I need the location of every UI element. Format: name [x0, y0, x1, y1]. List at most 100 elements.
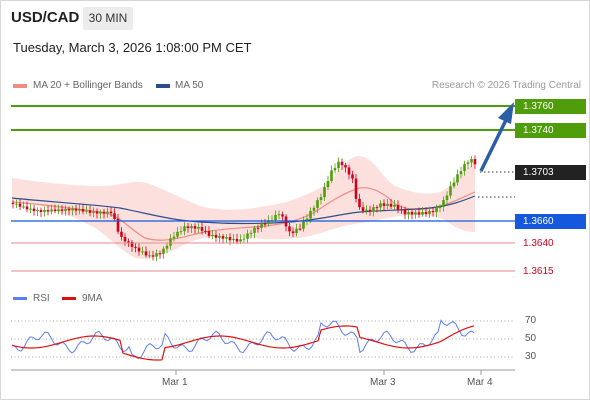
candle-body [319, 197, 323, 201]
candle-body [120, 231, 123, 237]
candle-body [379, 203, 382, 208]
candle-body [109, 211, 113, 214]
forecast-arrow-head [498, 102, 514, 124]
candle-body [333, 168, 337, 171]
candle-body [141, 251, 144, 253]
candle-body [456, 174, 459, 183]
candle-body [197, 226, 200, 229]
candle-body [452, 182, 456, 187]
candle-body [11, 203, 15, 204]
candle-body [249, 232, 253, 234]
timeframe-button[interactable]: 30 MIN [83, 7, 133, 30]
candle-body [431, 210, 435, 213]
candle-body [137, 247, 141, 252]
candle-body [403, 209, 407, 215]
candle-body [354, 178, 358, 199]
candle-body [60, 209, 64, 211]
candle-body [298, 228, 302, 230]
candle-body [99, 211, 102, 214]
candle-body [179, 231, 183, 233]
candle-body [253, 227, 256, 233]
candle-body [155, 253, 158, 257]
candle-body [18, 203, 22, 207]
candle-body [358, 198, 361, 208]
candle-body [50, 209, 53, 212]
s2-label: 1.3615 [523, 266, 554, 277]
candle-body [116, 218, 120, 232]
candle-body [183, 226, 186, 232]
x-label-mar3: Mar 3 [370, 377, 396, 388]
candle-body [295, 228, 298, 234]
rsi-legend: RSI [33, 293, 50, 304]
candle-body [113, 213, 116, 219]
candle-body [106, 211, 109, 214]
candle-body [263, 223, 267, 225]
candle-body [71, 208, 74, 211]
candle-body [463, 164, 466, 171]
rsi-70-label: 70 [525, 315, 537, 326]
candle-body [421, 212, 424, 215]
rsi-swatch [13, 297, 27, 300]
candle-body [375, 207, 379, 209]
candle-body [211, 234, 214, 236]
candle-body [127, 241, 130, 243]
candle-body [347, 167, 351, 175]
candle-body [277, 214, 281, 216]
candle-body [144, 251, 148, 256]
rsi-ma-legend: 9MA [82, 293, 103, 304]
candle-body [151, 255, 155, 257]
rsi-50-label: 50 [525, 333, 537, 344]
candle-body [176, 231, 179, 237]
candle-body [382, 203, 386, 206]
candle-body [396, 204, 400, 210]
candle-body [365, 209, 368, 211]
candle-body [337, 161, 340, 169]
candle-body [323, 187, 326, 198]
candle-body [228, 237, 232, 241]
candle-body [312, 207, 316, 211]
candle-body [64, 208, 67, 211]
candle-body [361, 207, 365, 211]
candle-body [225, 237, 228, 239]
credit-text: Research © 2026 Trading Central [431, 80, 581, 91]
candle-body [445, 195, 449, 201]
candle-body [186, 226, 190, 229]
candle-body [260, 223, 263, 228]
candle-body [67, 208, 71, 211]
rsi-30-label: 30 [525, 351, 537, 362]
ma50-legend: MA 50 [175, 80, 204, 91]
candle-body [232, 238, 235, 241]
candle-body [162, 248, 165, 254]
pivot-label: 1.3660 [515, 214, 586, 229]
s1-label: 1.3640 [523, 238, 554, 249]
candle-body [32, 208, 36, 212]
candle-body [190, 226, 193, 229]
candle-body [22, 206, 25, 208]
candle-body [43, 210, 46, 212]
candle-body [417, 212, 421, 215]
candle-body [330, 170, 333, 181]
candle-body [214, 234, 218, 238]
candle-body [29, 208, 32, 210]
candle-body [291, 231, 295, 234]
candle-body [221, 236, 225, 239]
ma20-swatch [13, 84, 27, 88]
candle-body [316, 200, 319, 208]
forecast-arrow [479, 119, 508, 172]
candle-body [123, 236, 127, 242]
candle-body [204, 230, 207, 232]
candle-body [368, 209, 372, 212]
candle-body [235, 238, 239, 242]
candle-body [351, 174, 354, 179]
candle-body [305, 218, 309, 222]
candle-body [407, 212, 410, 215]
candle-body [389, 203, 393, 207]
candle-body [274, 214, 277, 221]
candle-body [281, 214, 284, 217]
x-label-mar1: Mar 1 [162, 377, 188, 388]
candle-body [473, 159, 477, 165]
candle-body [130, 242, 134, 247]
rsi-ma-line [11, 325, 475, 361]
candle-body [288, 226, 291, 232]
